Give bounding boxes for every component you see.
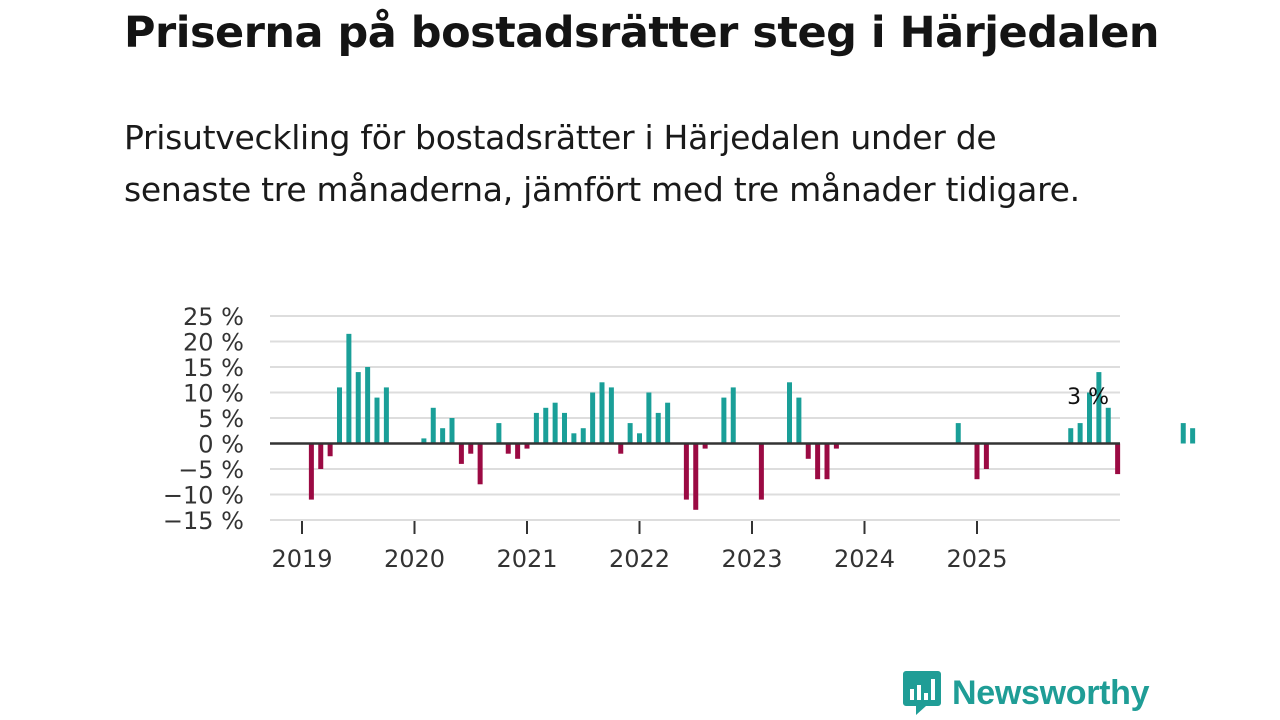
- page-title: Priserna på bostadsrätter steg i Härjeda…: [124, 8, 1160, 58]
- bar: [1105, 407, 1111, 444]
- bar: [665, 402, 671, 444]
- bar: [337, 387, 342, 444]
- bar: [599, 382, 605, 444]
- bar: [580, 428, 586, 444]
- bar: [505, 443, 511, 454]
- bar: [655, 412, 661, 444]
- y-tick-label: 15 %: [183, 354, 244, 382]
- bar: [571, 433, 577, 444]
- bar: [618, 443, 624, 454]
- bar: [477, 443, 483, 485]
- bar: [1087, 392, 1092, 444]
- bar: [815, 443, 821, 480]
- latest-value-label: 3 %: [1067, 385, 1109, 410]
- bar: [693, 443, 699, 510]
- bar: [721, 397, 727, 444]
- bar: [355, 372, 361, 444]
- bar: [1077, 423, 1083, 444]
- y-tick-label: 20 %: [183, 329, 244, 357]
- bar: [824, 443, 830, 480]
- bar: [383, 387, 389, 444]
- x-tick-label: 2021: [496, 545, 557, 573]
- bar: [524, 443, 530, 449]
- bar: [1190, 428, 1196, 444]
- y-tick-label: 0 %: [198, 431, 244, 459]
- bar: [702, 443, 708, 449]
- bar: [449, 418, 455, 444]
- x-tick-label: 2022: [609, 545, 670, 573]
- bar: [440, 428, 446, 444]
- bar: [515, 443, 521, 459]
- bar: [374, 397, 380, 444]
- bar: [730, 387, 736, 444]
- bar: [833, 443, 839, 449]
- y-tick-label: 5 %: [198, 405, 244, 433]
- chart-gridlines: [270, 315, 1120, 521]
- bar: [637, 433, 642, 444]
- y-tick-label: −10 %: [163, 482, 244, 510]
- x-tick-label: 2023: [721, 545, 782, 573]
- bar: [608, 387, 614, 444]
- chart-subtitle: Prisutveckling för bostadsrätter i Härje…: [124, 118, 1080, 209]
- y-tick-label: −5 %: [178, 456, 244, 484]
- bar: [1115, 443, 1121, 475]
- bar: [983, 443, 989, 469]
- bar: [533, 412, 539, 444]
- bar: [758, 443, 764, 500]
- chart-bars: [308, 333, 1196, 510]
- bar: [1096, 372, 1102, 444]
- chart-annotations: 3 %: [1067, 385, 1109, 410]
- bar: [1180, 423, 1186, 444]
- bar: [496, 423, 502, 444]
- bar: [365, 367, 371, 444]
- bar: [590, 392, 596, 444]
- bar: [974, 443, 980, 480]
- bar: [683, 443, 689, 500]
- bar: [421, 438, 427, 444]
- bar: [430, 407, 436, 444]
- bar: [955, 423, 961, 444]
- x-tick-label: 2025: [946, 545, 1007, 573]
- bar: [308, 443, 314, 500]
- bar: [318, 443, 324, 469]
- newsworthy-logo[interactable]: Newsworthy: [902, 668, 1150, 718]
- bar: [552, 402, 558, 444]
- x-tick-label: 2019: [271, 545, 332, 573]
- x-axis: 2019 2020 2021 2022 2023 2024 2025: [271, 521, 1008, 573]
- bar: [1068, 428, 1074, 444]
- bar: [543, 407, 549, 444]
- x-tick-label: 2020: [384, 545, 445, 573]
- bar: [327, 443, 333, 457]
- bar: [346, 333, 352, 444]
- y-axis-tick-labels: 25 %20 %15 %10 %5 %0 %−5 %−10 %−15 %: [163, 303, 244, 535]
- bar: [805, 443, 811, 459]
- bar: [646, 392, 652, 444]
- bar-chart: 25 %20 %15 %10 %5 %0 %−5 %−10 %−15 % 201…: [163, 303, 1196, 573]
- bar: [562, 412, 567, 444]
- newsworthy-logo-icon: [903, 671, 941, 715]
- y-tick-label: −15 %: [163, 507, 244, 535]
- bar: [458, 443, 464, 464]
- y-tick-label: 10 %: [183, 380, 244, 408]
- bar: [627, 423, 633, 444]
- bar: [787, 382, 792, 444]
- brand-name: Newsworthy: [952, 673, 1150, 712]
- bar: [796, 397, 802, 444]
- bar: [468, 443, 474, 454]
- x-tick-label: 2024: [834, 545, 895, 573]
- y-tick-label: 25 %: [183, 303, 244, 331]
